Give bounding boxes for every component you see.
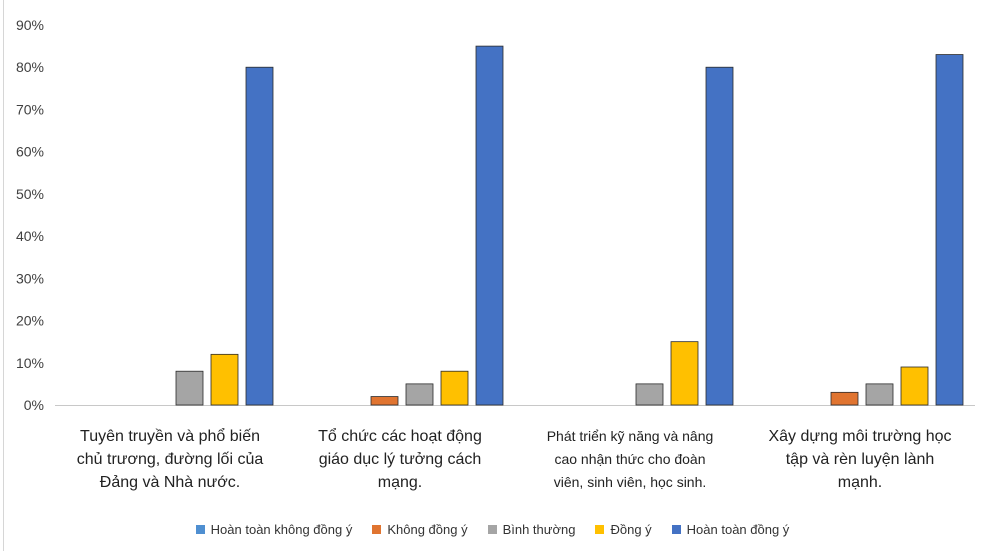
x-category-label: Phát triển kỹ năng và nâng cao nhận thức … [547, 428, 714, 490]
legend-swatch [487, 525, 497, 534]
legend-item: Bình thường [487, 522, 576, 537]
bar [370, 396, 399, 406]
bar [245, 66, 274, 406]
legend-label: Hoàn toàn không đồng ý [210, 522, 353, 537]
bar [175, 370, 204, 406]
x-category-label-line: chủ trương, đường lối của [77, 451, 264, 468]
legend-label: Không đồng ý [387, 522, 468, 537]
x-category-label-line: Đảng và Nhà nước. [100, 474, 240, 491]
y-tick-label: 50% [16, 186, 44, 202]
legend-swatch [195, 525, 205, 534]
y-tick-label: 80% [16, 59, 44, 75]
legend-item: Đồng ý [595, 522, 652, 537]
legend-label: Đồng ý [610, 522, 652, 537]
legend: Hoàn toàn không đồng ý Không đồng ý Bình t… [0, 522, 985, 537]
legend-label: Hoàn toàn đồng ý [686, 522, 790, 537]
x-category-label-line: Tổ chức các hoạt động [318, 427, 482, 445]
legend-item: Không đồng ý [372, 522, 468, 537]
bar [935, 54, 964, 406]
y-tick-label: 20% [16, 313, 44, 329]
x-category-label-line: cao nhận thức cho đoàn [554, 451, 705, 467]
x-category-label-line: Tuyên truyền và phổ biến [80, 427, 260, 445]
y-tick-label: 10% [16, 355, 44, 371]
legend-swatch [372, 525, 382, 534]
bars [175, 45, 964, 406]
x-category-label: Tuyên truyền và phổ biến chủ trương, đườn… [77, 427, 264, 491]
y-tick-label: 40% [16, 228, 44, 244]
bar [440, 370, 469, 406]
legend-swatch [671, 525, 681, 534]
bar [405, 383, 434, 406]
x-category-label: Xây dựng môi trường học tập và rèn luyện … [768, 428, 951, 491]
y-tick-label: 0% [24, 397, 44, 413]
legend-label: Bình thường [502, 522, 576, 537]
y-tick-label: 60% [16, 144, 44, 160]
y-axis: 0% 10% 20% 30% 40% 50% 60% 70% 80% 90% [16, 17, 44, 413]
x-axis-labels: Tuyên truyền và phổ biến chủ trương, đườn… [77, 427, 952, 491]
x-category-label-line: viên, sinh viên, học sinh. [554, 474, 707, 490]
bar [670, 341, 699, 406]
bar [475, 45, 504, 406]
x-category-label-line: Xây dựng môi trường học [768, 428, 951, 445]
x-category-label-line: Phát triển kỹ năng và nâng [547, 428, 714, 444]
x-category-label: Tổ chức các hoạt động giáo dục lý tưởng c… [318, 427, 482, 491]
bar [830, 391, 859, 406]
x-category-label-line: giáo dục lý tưởng cách [319, 451, 482, 468]
bar [705, 66, 734, 406]
bar [210, 353, 239, 406]
x-category-label-line: mạnh. [838, 474, 882, 491]
x-category-label-line: tập và rèn luyện lành [786, 451, 935, 468]
y-tick-label: 70% [16, 101, 44, 117]
bar [865, 383, 894, 406]
chart-frame-edge [3, 0, 4, 551]
bar [900, 366, 929, 406]
y-tick-label: 30% [16, 270, 44, 286]
x-category-label-line: mạng. [378, 474, 422, 491]
y-tick-label: 90% [16, 17, 44, 33]
legend-item: Hoàn toàn không đồng ý [195, 522, 353, 537]
bar-chart: 0% 10% 20% 30% 40% 50% 60% 70% 80% 90% Tuyên truy… [16, 17, 975, 491]
legend-swatch [595, 525, 605, 534]
bar [635, 383, 664, 406]
legend-item: Hoàn toàn đồng ý [671, 522, 790, 537]
